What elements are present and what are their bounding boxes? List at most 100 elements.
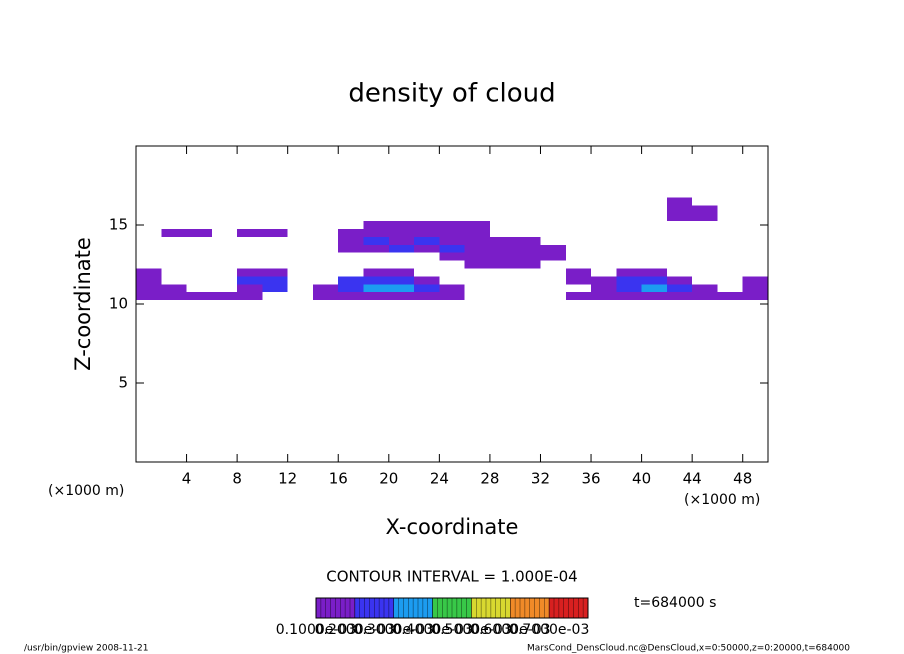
cell <box>136 276 162 285</box>
cell <box>338 292 364 301</box>
cell <box>439 252 465 261</box>
cell <box>489 252 516 261</box>
colorbar-label: 0.3000e-03 <box>353 622 433 638</box>
cell <box>591 284 617 293</box>
cell <box>692 205 718 214</box>
cell <box>565 268 592 277</box>
cell <box>161 284 187 293</box>
cell <box>489 244 516 253</box>
cell <box>211 292 238 301</box>
cell <box>388 228 415 237</box>
cell <box>388 244 415 253</box>
cell <box>489 236 516 245</box>
chart-title: density of cloud <box>348 79 555 109</box>
cell <box>414 228 440 237</box>
cell <box>414 221 440 229</box>
cell <box>439 236 465 245</box>
cell <box>414 236 440 245</box>
contour-interval: CONTOUR INTERVAL = 1.000E-04 <box>326 568 577 586</box>
cell <box>439 244 465 253</box>
x-tick-label: 44 <box>683 470 702 488</box>
cell <box>237 276 263 285</box>
cell <box>161 228 187 237</box>
colorbar-label: 0.7000e-03 <box>509 622 589 638</box>
cell <box>363 268 389 277</box>
cell <box>464 228 490 237</box>
cell <box>742 292 768 301</box>
cell <box>237 228 263 237</box>
cell <box>464 221 490 229</box>
cell <box>717 292 743 301</box>
cell <box>363 276 389 285</box>
cell <box>338 244 364 253</box>
cell <box>489 260 516 269</box>
cell <box>414 284 440 293</box>
cell <box>464 252 490 261</box>
cell <box>388 276 415 285</box>
time-label: t=684000 s <box>634 595 716 611</box>
cell <box>515 244 541 253</box>
cell <box>616 292 642 301</box>
x-tick-label: 24 <box>430 470 449 488</box>
cell <box>186 228 212 237</box>
cell <box>439 228 465 237</box>
colorbar-label: 0.1000e-03 <box>276 622 356 638</box>
cell <box>515 260 541 269</box>
x-tick-label: 48 <box>733 470 752 488</box>
y-tick-label: 5 <box>118 374 128 392</box>
x-tick-label: 20 <box>379 470 398 488</box>
cell <box>591 292 617 301</box>
cell <box>136 268 162 277</box>
cell <box>742 276 768 285</box>
cell <box>338 236 364 245</box>
cell <box>616 284 642 293</box>
x-tick-label: 32 <box>531 470 550 488</box>
cell <box>388 292 415 301</box>
x-tick-label: 12 <box>278 470 297 488</box>
cell <box>363 221 389 229</box>
x-tick-label: 8 <box>232 470 242 488</box>
cell <box>237 268 263 277</box>
cell <box>186 292 212 301</box>
cell <box>439 284 465 293</box>
cell <box>262 276 288 285</box>
cell <box>161 292 187 301</box>
cell <box>666 284 693 293</box>
y-tick-label: 10 <box>109 295 128 313</box>
x-unit-label: (×1000 m) <box>684 492 760 508</box>
x-unit-label: (×1000 m) <box>48 483 124 499</box>
cell <box>414 244 440 253</box>
cell <box>312 292 339 301</box>
x-tick-label: 16 <box>329 470 348 488</box>
cell <box>591 276 617 285</box>
cell <box>237 284 263 293</box>
y-axis-label: Z-coordinate <box>71 237 95 371</box>
cell <box>262 268 288 277</box>
cell <box>363 244 389 253</box>
x-tick-label: 28 <box>480 470 499 488</box>
cell <box>388 284 415 293</box>
cell <box>540 244 566 253</box>
x-tick-label: 40 <box>632 470 651 488</box>
cell <box>363 292 389 301</box>
y-tick-label: 15 <box>109 216 128 234</box>
cell <box>388 236 415 245</box>
colorbar-label: 0.5000e-03 <box>431 622 511 638</box>
cell <box>262 284 288 293</box>
cell <box>363 284 389 293</box>
cell <box>388 268 415 277</box>
cell <box>338 228 364 237</box>
cell <box>692 213 718 222</box>
cell <box>237 292 263 301</box>
cell <box>464 260 490 269</box>
cell <box>414 292 440 301</box>
cell <box>692 292 718 301</box>
cell <box>641 268 667 277</box>
cell <box>641 284 667 293</box>
cell <box>136 284 162 293</box>
cell <box>616 276 642 285</box>
cell <box>565 276 592 285</box>
cell <box>363 228 389 237</box>
